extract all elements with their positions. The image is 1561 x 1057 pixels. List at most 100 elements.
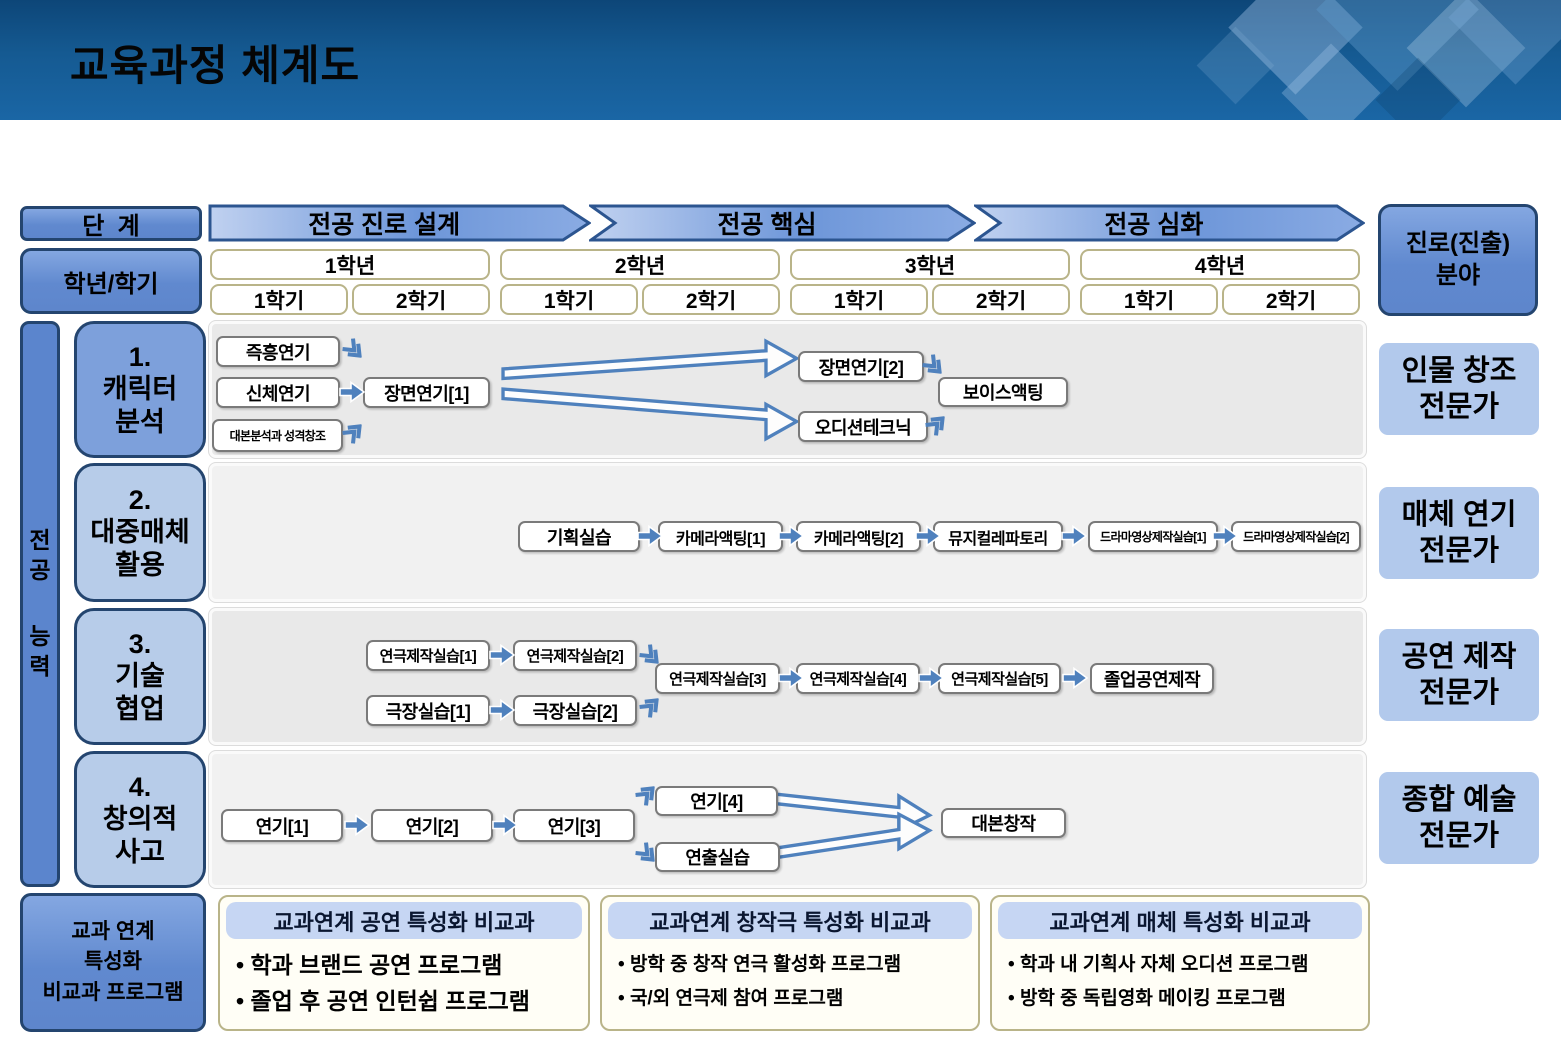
block-arrow-right-icon	[492, 812, 519, 838]
bent-arrow-down-right-icon	[921, 353, 945, 377]
stage-row-label: 단 계	[20, 206, 202, 241]
block-arrow-right-icon	[1062, 665, 1089, 691]
course-box: 극장실습[1]	[366, 695, 490, 726]
course-box: 연극제작실습[2]	[513, 640, 637, 671]
bent-arrow-up-right-icon	[634, 783, 658, 807]
block-arrow-right-icon	[778, 523, 805, 549]
career-label-character: 인물 창조 전문가	[1379, 343, 1539, 435]
stage-arrow-shape	[974, 204, 1365, 242]
semester-box: 1학기	[210, 284, 348, 315]
stage-arrow-shape	[589, 204, 976, 242]
semester-box: 2학기	[1222, 284, 1360, 315]
bent-arrow-down-right-icon	[634, 841, 658, 865]
program-item: 방학 중 창작 연극 활성화 프로그램	[618, 948, 966, 982]
course-box: 연극제작실습[3]	[655, 663, 780, 694]
stage-arrow-core: 전공 핵심	[589, 204, 976, 242]
track-creative-thinking: 연기[1] 연기[2] 연기[3] 연기[4] 연출실습 대본창작	[209, 751, 1366, 888]
competency-word-2: 능력	[29, 623, 51, 679]
course-box: 대본분석과 성격창조	[212, 419, 343, 452]
course-box: 드라마영상제작실습[2]	[1231, 521, 1361, 552]
career-label-production: 공연 제작 전문가	[1379, 629, 1539, 721]
semester-box: 1학기	[790, 284, 928, 315]
semester-box: 1학기	[1080, 284, 1218, 315]
semester-box: 2학기	[352, 284, 490, 315]
course-box: 카메라액팅[2]	[796, 521, 921, 552]
career-label-arts: 종합 예술 전문가	[1379, 772, 1539, 864]
course-box: 연기[3]	[513, 809, 635, 842]
course-box: 드라마영상제작실습[1]	[1088, 521, 1218, 552]
program-item: 국/외 연극제 참여 프로그램	[618, 982, 966, 1016]
program-box-header: 교과연계 매체 특성화 비교과	[998, 902, 1362, 939]
course-box: 연기[1]	[221, 809, 343, 842]
course-box: 연극제작실습[1]	[366, 640, 490, 671]
track-mass-media: 기획실습 카메라액팅[1] 카메라액팅[2] 뮤지컬레파토리 드라마영상제작실습…	[209, 463, 1366, 602]
year-box-1: 1학년	[210, 249, 490, 280]
course-box: 연기[2]	[371, 809, 493, 842]
block-arrow-right-icon	[637, 523, 664, 549]
course-box: 카메라액팅[1]	[658, 521, 783, 552]
track-tech-collaboration: 연극제작실습[1] 연극제작실습[2] 연극제작실습[3] 연극제작실습[4] …	[209, 608, 1366, 745]
page-title: 교육과정 체계도	[70, 42, 361, 89]
program-box-header: 교과연계 창작극 특성화 비교과	[608, 902, 972, 939]
block-arrow-right-icon	[1212, 523, 1239, 549]
bent-arrow-up-right-icon	[638, 695, 662, 719]
course-box: 즉흥연기	[216, 336, 340, 367]
program-box-items: 학과 브랜드 공연 프로그램 졸업 후 공연 인턴쉽 프로그램	[220, 939, 588, 1019]
stage-arrow-design: 전공 진로 설계	[208, 204, 591, 242]
course-box: 대본창작	[941, 808, 1066, 838]
year-box-3: 3학년	[790, 249, 1070, 280]
stage-arrow-advanced: 전공 심화	[974, 204, 1365, 242]
bent-arrow-down-right-icon	[638, 643, 662, 667]
program-box-items: 학과 내 기획사 자체 오디션 프로그램 방학 중 독립영화 메이킹 프로그램	[992, 939, 1368, 1016]
course-box: 오디션테크닉	[798, 411, 928, 442]
block-arrow-right-icon	[489, 642, 516, 668]
course-box: 장면연기[2]	[798, 351, 924, 382]
header-bar: 교육과정 체계도	[0, 0, 1561, 120]
program-item: 학과 내 기획사 자체 오디션 프로그램	[1008, 948, 1356, 982]
course-box: 뮤지컬레파토리	[933, 521, 1063, 552]
bent-arrow-up-right-icon	[341, 421, 365, 445]
program-box-header: 교과연계 공연 특성화 비교과	[226, 902, 582, 939]
stage-arrow-label: 전공 진로 설계	[308, 211, 461, 239]
stage-arrow-label: 전공 심화	[1104, 211, 1204, 239]
course-box: 기획실습	[518, 521, 640, 552]
bent-arrow-up-right-icon	[924, 413, 948, 437]
course-box: 보이스액팅	[938, 377, 1068, 407]
course-box: 졸업공연제작	[1090, 663, 1214, 694]
course-box: 연출실습	[655, 842, 780, 872]
stage-arrow-shape	[208, 204, 591, 242]
course-box: 연극제작실습[4]	[796, 663, 920, 694]
semester-box: 2학기	[932, 284, 1070, 315]
block-arrow-right-icon	[915, 523, 942, 549]
year-box-4: 4학년	[1080, 249, 1360, 280]
course-box: 연극제작실습[5]	[938, 663, 1061, 694]
program-item: 학과 브랜드 공연 프로그램	[236, 948, 576, 984]
block-arrow-right-icon	[918, 665, 945, 691]
competency-bar: 전공 능력	[20, 321, 60, 887]
block-arrow-right-icon	[778, 665, 805, 691]
flow-arrows	[501, 338, 800, 442]
grade-row-label: 학년/학기	[20, 248, 202, 314]
program-item: 방학 중 독립영화 메이킹 프로그램	[1008, 982, 1356, 1016]
extracurricular-label: 교과 연계 특성화 비교과 프로그램	[20, 893, 206, 1032]
track-character-analysis: 즉흥연기 신체연기 대본분석과 성격창조 장면연기[1] 장면연기[2] 보이스…	[209, 321, 1366, 458]
flow-arrows	[774, 792, 933, 860]
year-box-2: 2학년	[500, 249, 780, 280]
course-box: 장면연기[1]	[363, 377, 490, 408]
semester-box: 2학기	[642, 284, 780, 315]
category-tech-collaboration: 3. 기술 협업	[74, 608, 206, 745]
stage-arrow-label: 전공 핵심	[717, 211, 817, 239]
block-arrow-right-icon	[339, 379, 366, 405]
bent-arrow-down-right-icon	[341, 337, 365, 361]
category-character-analysis: 1. 캐릭터 분석	[74, 321, 206, 458]
stage-label-text: 단 계	[82, 213, 140, 240]
course-box: 극장실습[2]	[513, 695, 637, 726]
career-label-media: 매체 연기 전문가	[1379, 487, 1539, 579]
program-box-original-play: 교과연계 창작극 특성화 비교과 방학 중 창작 연극 활성화 프로그램 국/외…	[600, 895, 980, 1031]
program-box-items: 방학 중 창작 연극 활성화 프로그램 국/외 연극제 참여 프로그램	[602, 939, 978, 1016]
semester-box: 1학기	[500, 284, 638, 315]
category-creative-thinking: 4. 창의적 사고	[74, 751, 206, 888]
block-arrow-right-icon	[489, 697, 516, 723]
category-mass-media: 2. 대중매체 활용	[74, 463, 206, 602]
